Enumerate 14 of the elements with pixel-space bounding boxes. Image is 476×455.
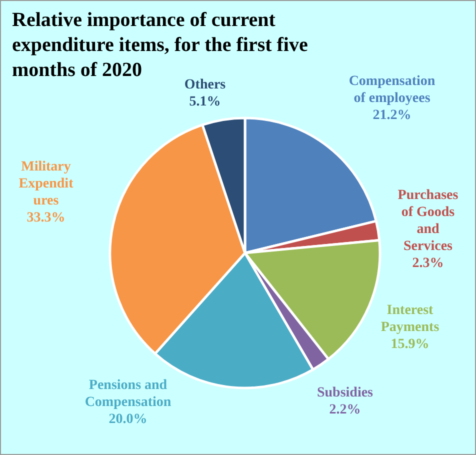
data-label: 15.9% (390, 337, 430, 352)
slice-label: Purchases of Goods and Services (398, 188, 459, 254)
data-label: 2.2% (329, 402, 361, 418)
data-label: 5.1% (189, 94, 221, 110)
data-label: 20.0% (108, 412, 148, 427)
slice-label: Others (184, 78, 226, 92)
slice-label: Interest Payments (380, 303, 440, 335)
slice-label: Pensions and Compensation (84, 378, 172, 410)
slice-label: Subsidies (316, 386, 374, 400)
data-label: 2.3% (412, 256, 444, 271)
slice-label: Compensation of employees (348, 74, 436, 106)
slice-label: Military Expenditures (18, 160, 74, 208)
data-label: 21.2% (372, 108, 412, 123)
data-label: 33.3% (26, 210, 66, 226)
